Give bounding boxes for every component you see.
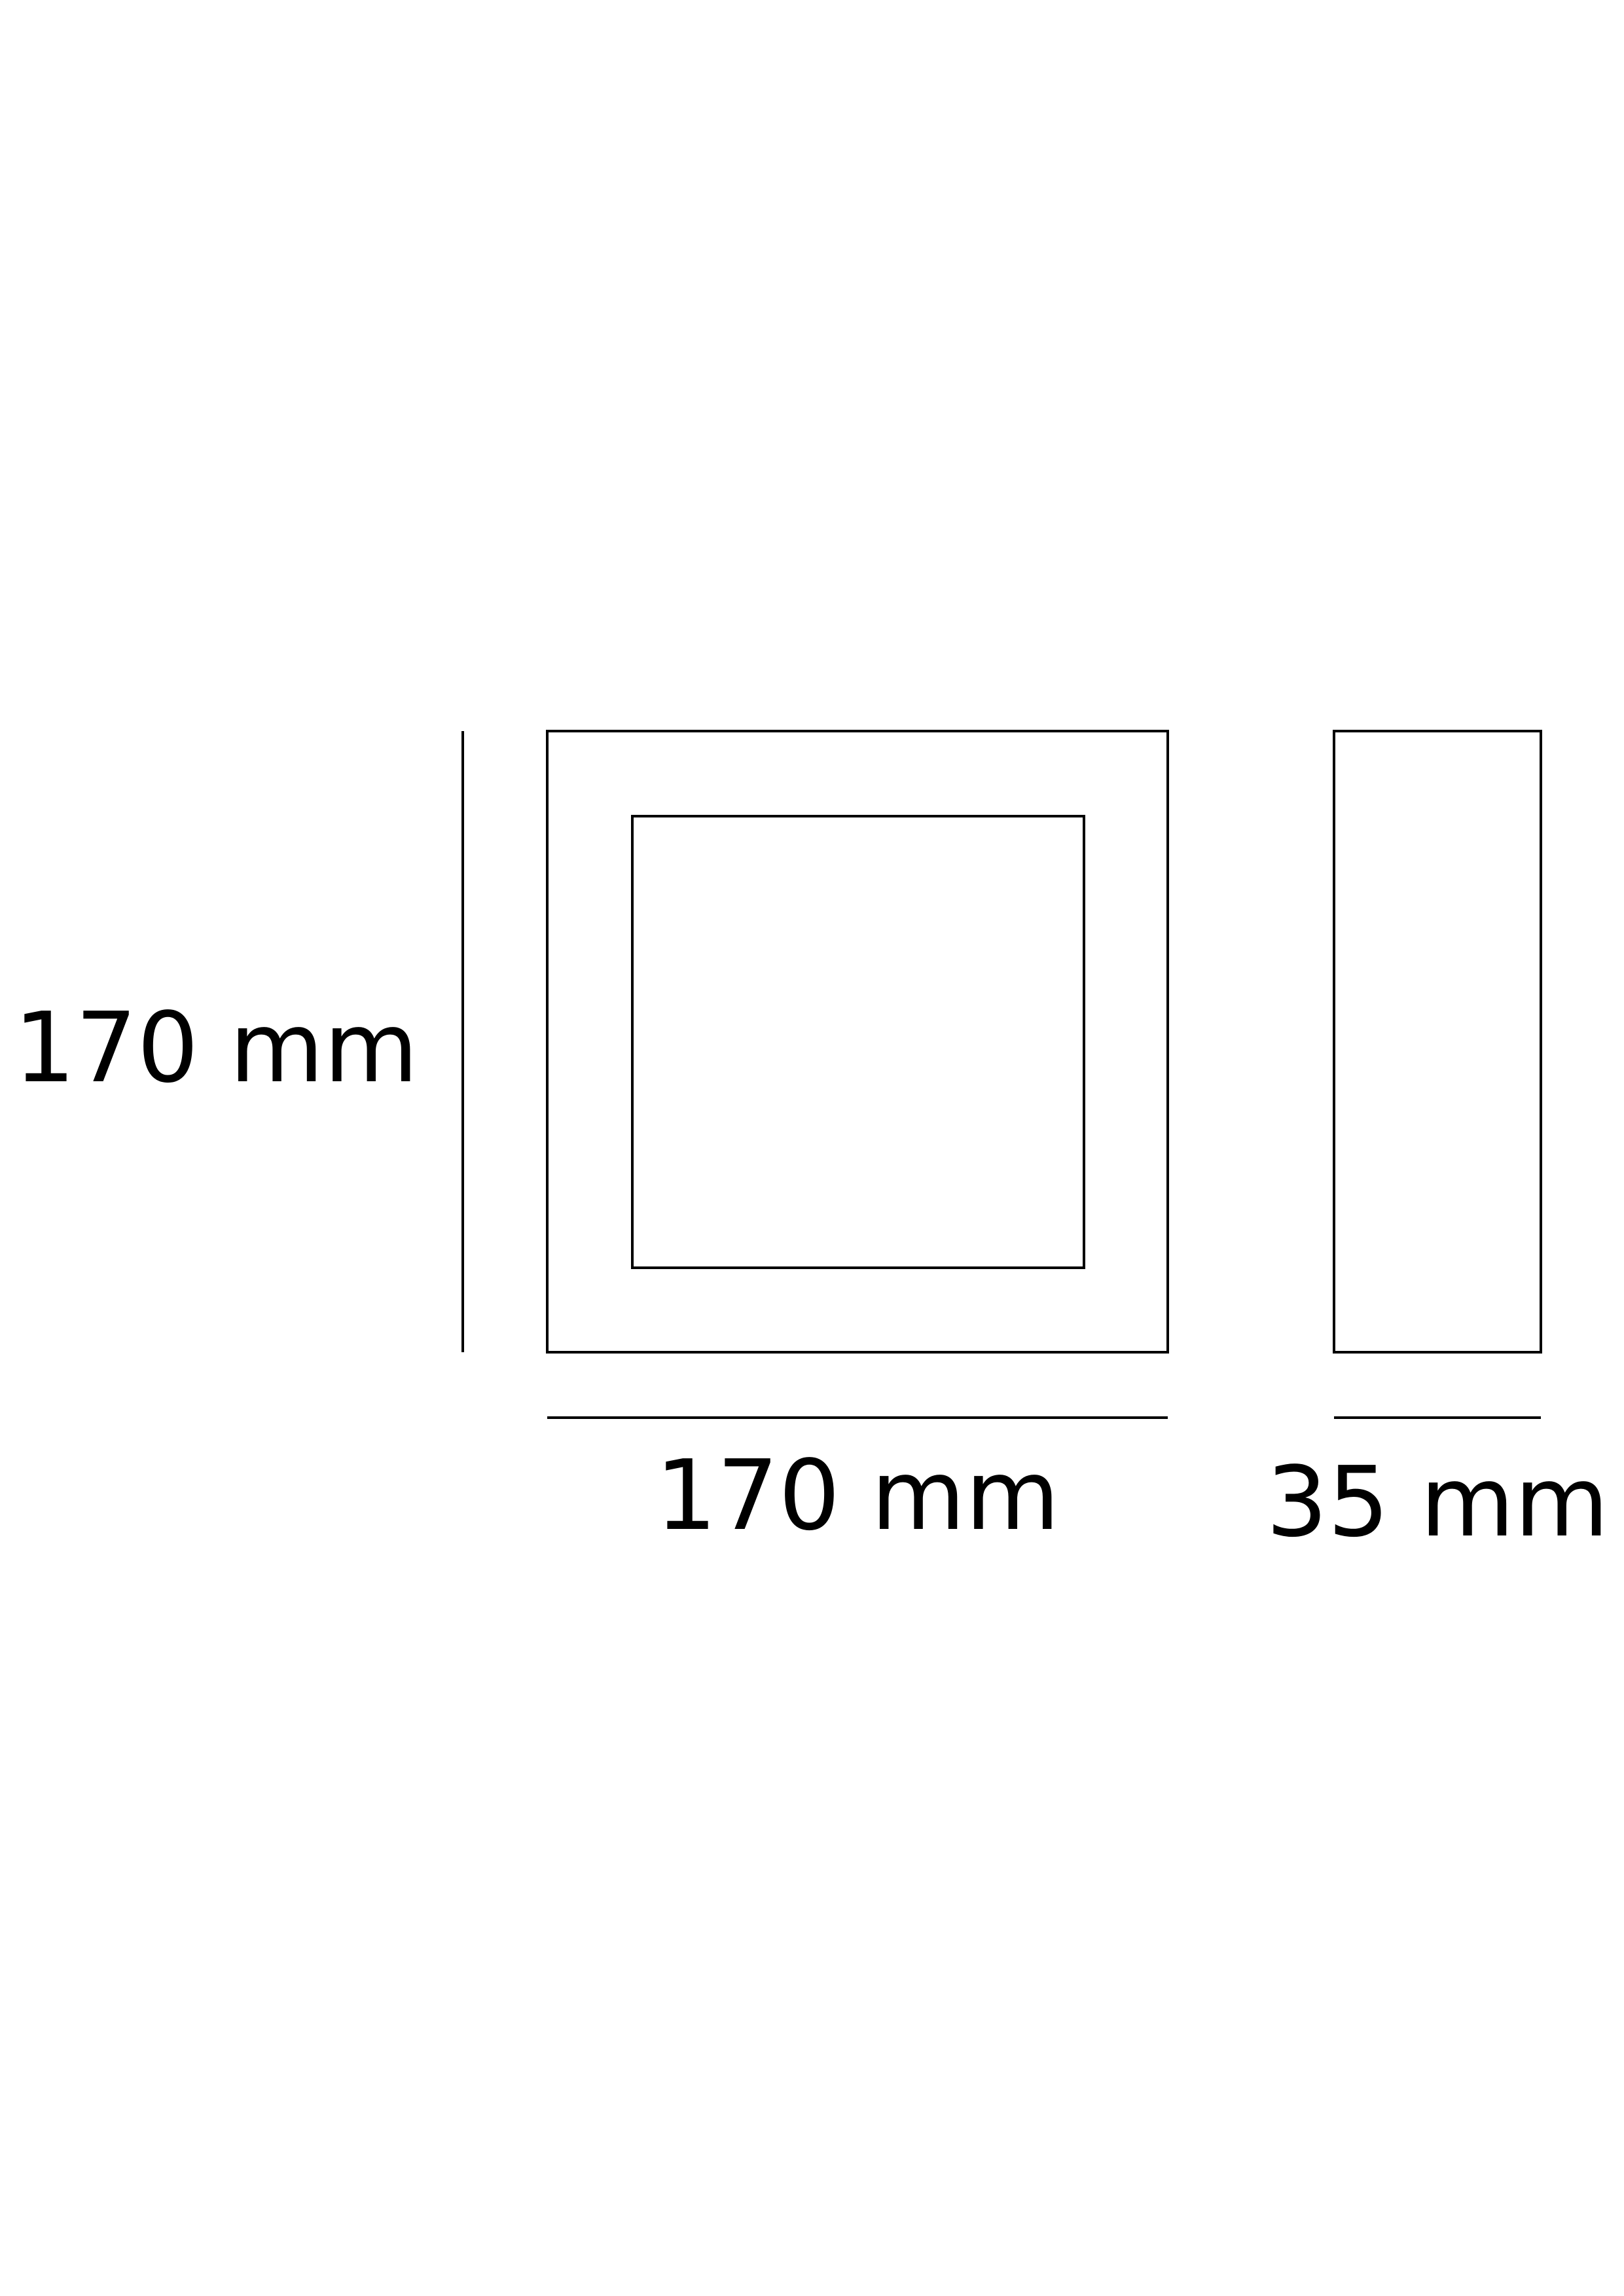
height-dimension-label: 170 mm — [14, 992, 418, 1104]
depth-dimension-label: 35 mm — [1266, 1446, 1609, 1558]
front-view-outer-frame — [546, 730, 1169, 1354]
front-view-inner-panel — [631, 815, 1085, 1269]
side-view-profile — [1333, 730, 1542, 1354]
width-dimension-label: 170 mm — [655, 1439, 1060, 1552]
